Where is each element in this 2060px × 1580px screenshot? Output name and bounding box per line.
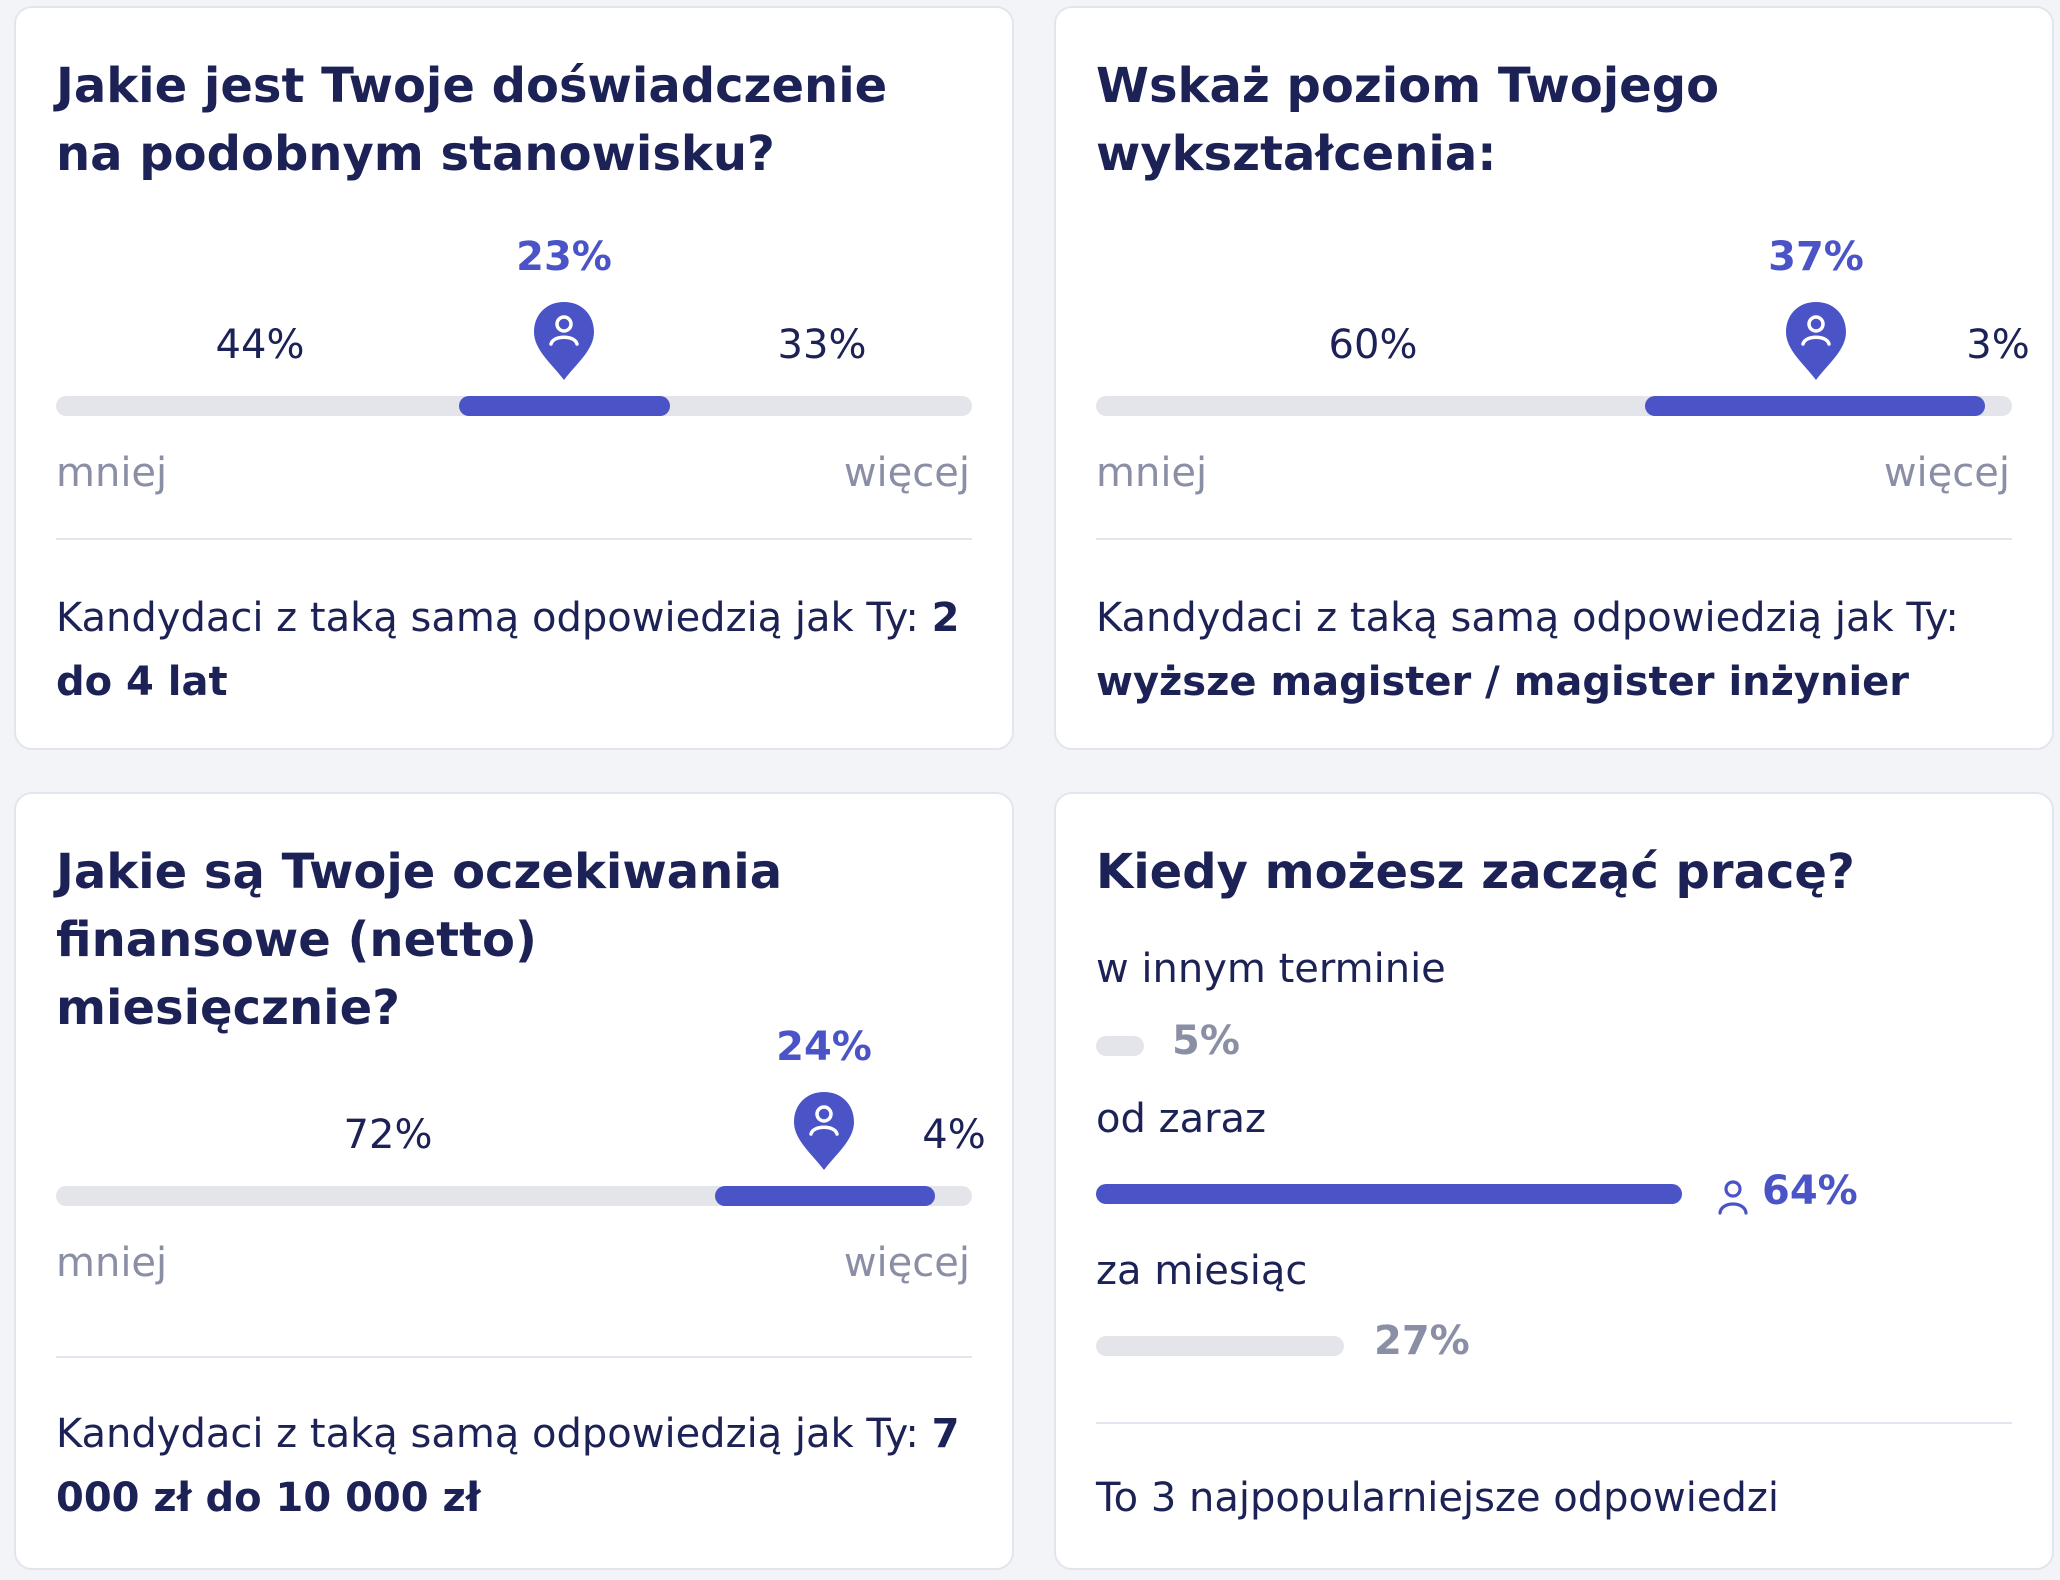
option-label-other-date: w innym terminie bbox=[1096, 946, 1446, 992]
scale-min-label: mniej bbox=[1096, 450, 1208, 496]
segment-active-pct: 24% bbox=[776, 1024, 872, 1070]
summary-text: Kandydaci z taką samą odpowiedzią jak Ty… bbox=[56, 586, 976, 714]
distribution-track bbox=[1096, 396, 2012, 416]
card-education: Wskaż poziom Twojego wykształcenia: 60% … bbox=[1054, 6, 2054, 750]
divider bbox=[1096, 1422, 2012, 1424]
card-start-date: Kiedy możesz zacząć pracę? w innym termi… bbox=[1054, 792, 2054, 1570]
active-segment-bar bbox=[1645, 396, 1985, 416]
location-pin-person-icon bbox=[1786, 302, 1846, 380]
location-pin-person-icon bbox=[794, 1092, 854, 1170]
scale-max-label: więcej bbox=[843, 450, 970, 496]
summary-text: Kandydaci z taką samą odpowiedzią jak Ty… bbox=[56, 1402, 976, 1530]
segment-right-pct: 3% bbox=[1966, 322, 2030, 368]
option-pct-other-date: 5% bbox=[1172, 1018, 1240, 1064]
option-pct-in-a-month: 27% bbox=[1374, 1318, 1470, 1364]
summary-prefix: Kandydaci z taką samą odpowiedzią jak Ty… bbox=[56, 1411, 919, 1457]
scale-min-label: mniej bbox=[56, 1240, 168, 1286]
scale-max-label: więcej bbox=[1883, 450, 2010, 496]
divider bbox=[56, 538, 972, 540]
footer-note: To 3 najpopularniejsze odpowiedzi bbox=[1096, 1475, 1779, 1521]
scale-max-label: więcej bbox=[843, 1240, 970, 1286]
question-title: Jakie jest Twoje doświadczenie na podobn… bbox=[56, 58, 888, 182]
question-title: Jakie są Twoje oczekiwania finansowe (ne… bbox=[56, 844, 783, 1036]
active-segment-bar bbox=[459, 396, 670, 416]
option-label-in-a-month: za miesiąc bbox=[1096, 1248, 1308, 1294]
summary-value: 7 000 zł do 10 000 zł bbox=[56, 1411, 960, 1521]
segment-active-pct: 37% bbox=[1768, 234, 1864, 280]
divider bbox=[1096, 538, 2012, 540]
distribution-track bbox=[56, 1186, 972, 1206]
summary-prefix: Kandydaci z taką samą odpowiedzią jak Ty… bbox=[56, 595, 919, 641]
summary-value: 2 do 4 lat bbox=[56, 595, 960, 705]
summary-text: Kandydaci z taką samą odpowiedzią jak Ty… bbox=[1096, 586, 2016, 714]
person-icon bbox=[1718, 1180, 1748, 1215]
question-title: Kiedy możesz zacząć pracę? bbox=[1096, 844, 1855, 900]
location-pin-person-icon bbox=[534, 302, 594, 380]
card-experience: Jakie jest Twoje doświadczenie na podobn… bbox=[14, 6, 1014, 750]
option-bar-immediately bbox=[1096, 1184, 1682, 1204]
option-label-immediately: od zaraz bbox=[1096, 1096, 1267, 1142]
segment-right-pct: 33% bbox=[777, 322, 867, 368]
divider bbox=[56, 1356, 972, 1358]
active-segment-bar bbox=[715, 1186, 935, 1206]
segment-left-pct: 60% bbox=[1328, 322, 1418, 368]
summary-value: wyższe magister / magister inżynier bbox=[1096, 659, 1910, 705]
scale-min-label: mniej bbox=[56, 450, 168, 496]
question-title: Wskaż poziom Twojego wykształcenia: bbox=[1096, 58, 1720, 182]
distribution-track bbox=[56, 396, 972, 416]
option-bar-other-date bbox=[1096, 1036, 1144, 1056]
card-salary: Jakie są Twoje oczekiwania finansowe (ne… bbox=[14, 792, 1014, 1570]
segment-active-pct: 23% bbox=[516, 234, 612, 280]
summary-prefix: Kandydaci z taką samą odpowiedzią jak Ty… bbox=[1096, 595, 1959, 641]
segment-left-pct: 44% bbox=[215, 322, 305, 368]
segment-right-pct: 4% bbox=[922, 1112, 986, 1158]
segment-left-pct: 72% bbox=[343, 1112, 433, 1158]
option-pct-immediately: 64% bbox=[1762, 1168, 1858, 1214]
option-bar-in-a-month bbox=[1096, 1336, 1344, 1356]
